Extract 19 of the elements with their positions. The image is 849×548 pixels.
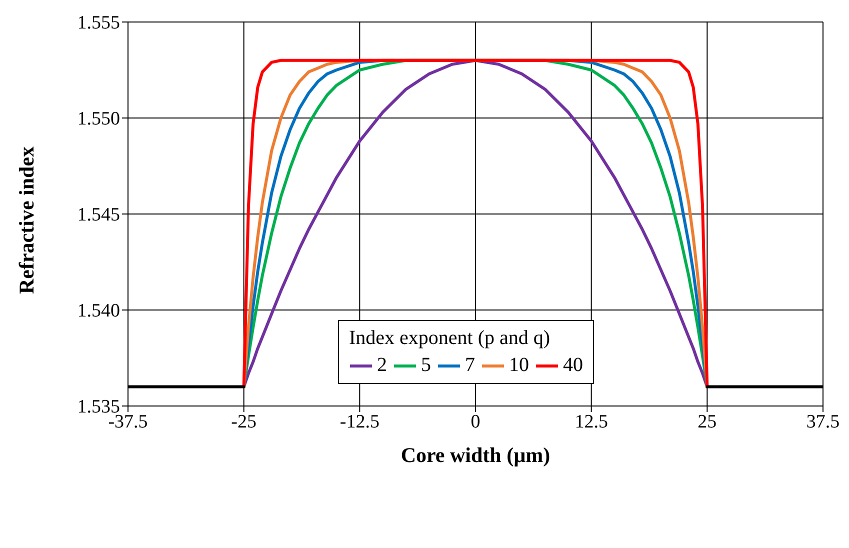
legend-title: Index exponent (p and q) — [349, 327, 552, 350]
y-tick-label: 1.555 — [77, 12, 120, 34]
x-tick-label: 37.5 — [806, 411, 840, 432]
legend-label: 5 — [421, 354, 431, 377]
x-tick-label: 12.5 — [574, 411, 608, 432]
legend-label: 40 — [563, 354, 583, 377]
x-tick-label: 0 — [470, 411, 480, 432]
x-tick-label: -25 — [231, 411, 256, 432]
x-tick-label: 25 — [698, 411, 717, 432]
x-axis-title: Core width (µm) — [400, 443, 550, 467]
y-axis-title: Refractive index — [14, 146, 38, 294]
legend-label: 7 — [465, 354, 475, 377]
x-tick-label: -12.5 — [340, 411, 380, 432]
y-tick-label: 1.545 — [77, 204, 120, 226]
y-tick-label: 1.550 — [77, 108, 120, 130]
y-tick-label: 1.540 — [77, 300, 120, 322]
legend-label: 2 — [377, 354, 387, 377]
line-series — [242, 58, 709, 388]
legend-label: 10 — [509, 354, 529, 377]
